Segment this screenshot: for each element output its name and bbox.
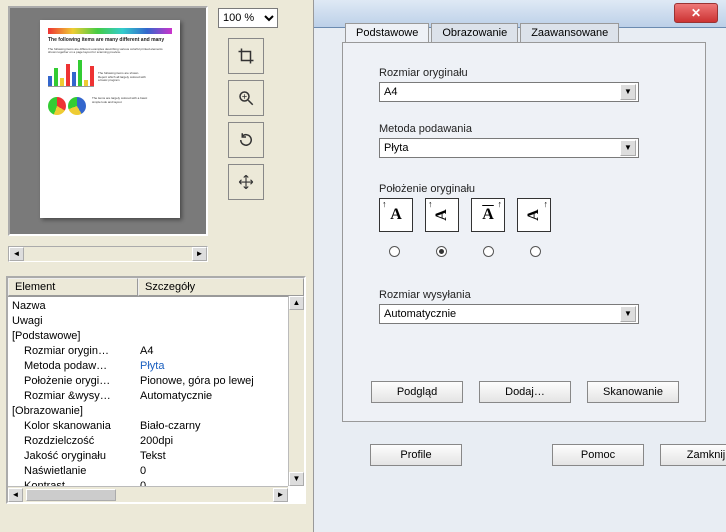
orient-radio-2[interactable] [436,246,447,257]
preview-area: The following items are many different a… [8,6,208,236]
help-button[interactable]: Pomoc [552,444,644,466]
prop-v: Tekst [140,449,300,464]
properties-hscroll[interactable]: ◄ ► [8,486,288,502]
prop-v: 200dpi [140,434,300,449]
prop-k: Rozmiar &wysy… [12,389,140,404]
prop-k: Położenie orygi… [12,374,140,389]
scroll-right-button[interactable]: ► [192,247,207,261]
properties-header: Element Szczegóły [8,278,304,297]
send-size-label: Rozmiar wysyłania [379,289,669,301]
preview-hscroll[interactable]: ◄ ► [8,246,208,262]
properties-panel: Element Szczegóły Nazwa Uwagi [Podstawow… [6,276,306,504]
tab-basic[interactable]: Podstawowe [345,23,429,42]
scroll-left-button[interactable]: ◄ [8,488,23,502]
prop-notes-label: Uwagi [12,314,140,329]
preview-page: The following items are many different a… [40,20,180,218]
left-pane: The following items are many different a… [0,0,314,532]
properties-body: Nazwa Uwagi [Podstawowe] Rozmiar orygin…… [8,297,304,504]
tab-container: Podstawowe Obrazowanie Zaawansowane Rozm… [342,42,706,422]
col-element[interactable]: Element [8,278,138,296]
rotate-button[interactable] [228,122,264,158]
orient-portrait-top2-button[interactable]: A↑ [471,198,505,232]
scroll-thumb[interactable] [26,489,116,501]
send-size-value: Automatycznie [384,308,456,320]
prop-name-label: Nazwa [12,299,140,314]
prop-v: A4 [140,344,300,359]
orig-size-value: A4 [384,86,397,98]
chevron-down-icon: ▼ [620,84,636,100]
prop-v: Pionowe, góra po lewej [140,374,300,389]
preview-button[interactable]: Podgląd [371,381,463,403]
scroll-right-button[interactable]: ► [273,488,288,502]
move-button[interactable] [228,164,264,200]
zoom-button[interactable] [228,80,264,116]
prop-k: Rozmiar orygin… [12,344,140,359]
group-basic: [Podstawowe] [12,329,140,344]
feed-label: Metoda podawania [379,123,669,135]
prop-v: Automatycznie [140,389,300,404]
scroll-down-button[interactable]: ▼ [289,472,304,486]
properties-vscroll[interactable]: ▲ ▼ [288,296,304,486]
magnifier-icon [237,89,255,107]
orient-radio-3[interactable] [483,246,494,257]
chevron-down-icon: ▼ [620,306,636,322]
orient-radio-4[interactable] [530,246,541,257]
prop-k: Kolor skanowania [12,419,140,434]
feed-value: Płyta [384,142,408,154]
orient-landscape-left-button[interactable]: A↑ [425,198,459,232]
group-imaging: [Obrazowanie] [12,404,140,419]
prop-k: Naświetlanie [12,464,140,479]
orient-portrait-top-button[interactable]: ↑A [379,198,413,232]
window-close-button[interactable]: ✕ [674,3,718,23]
tab-advanced[interactable]: Zaawansowane [520,23,619,42]
prop-k: Rozdzielczość [12,434,140,449]
prop-k: Metoda podaw… [12,359,140,374]
close-button[interactable]: Zamknij [660,444,726,466]
col-details[interactable]: Szczegóły [138,278,304,296]
right-pane: ✕ Podstawowe Obrazowanie Zaawansowane Ro… [314,0,726,532]
orient-label: Położenie oryginału [379,183,669,195]
crop-icon [237,47,255,65]
orig-size-label: Rozmiar oryginału [379,67,669,79]
profiles-button[interactable]: Profile [370,444,462,466]
crop-button[interactable] [228,38,264,74]
prop-v: Płyta [140,359,300,374]
scroll-left-button[interactable]: ◄ [9,247,24,261]
scroll-up-button[interactable]: ▲ [289,296,304,310]
rotate-icon [237,131,255,149]
scan-button[interactable]: Skanowanie [587,381,679,403]
feed-select[interactable]: Płyta ▼ [379,138,639,158]
prop-v: Biało-czarny [140,419,300,434]
zoom-select[interactable]: 100 % [218,8,278,28]
prop-k: Jakość oryginału [12,449,140,464]
prop-v: 0 [140,464,300,479]
tab-imaging[interactable]: Obrazowanie [431,23,518,42]
send-size-select[interactable]: Automatycznie ▼ [379,304,639,324]
orient-landscape-left2-button[interactable]: A↑ [517,198,551,232]
ruler [654,514,706,528]
add-button[interactable]: Dodaj… [479,381,571,403]
chevron-down-icon: ▼ [620,140,636,156]
orig-size-select[interactable]: A4 ▼ [379,82,639,102]
orient-radio-1[interactable] [389,246,400,257]
move-icon [237,173,255,191]
